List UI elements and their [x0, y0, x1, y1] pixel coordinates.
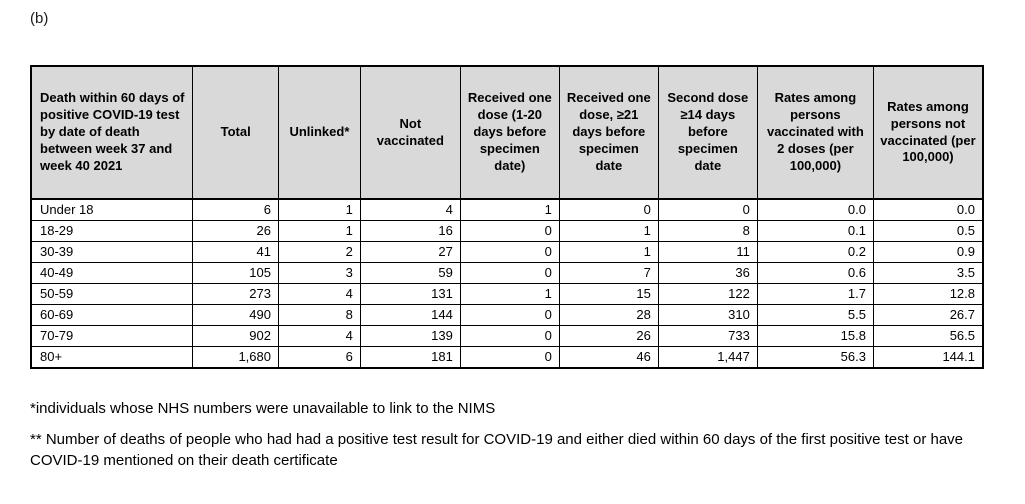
value-cell: 36: [657, 262, 758, 284]
value-cell: 0.9: [872, 241, 984, 263]
column-header-rowlabel: Death within 60 days of positive COVID-1…: [30, 65, 194, 200]
table-row: Under 18 6 1 4 1 0 0 0.0 0.0: [30, 198, 984, 221]
value-cell: 15.8: [756, 325, 874, 347]
age-group-cell: 60-69: [30, 304, 194, 326]
value-cell: 122: [657, 283, 758, 305]
value-cell: 12.8: [872, 283, 984, 305]
table-row: 80+ 1,680 6 181 0 46 1,447 56.3 144.1: [30, 346, 984, 369]
column-header: Total: [192, 65, 279, 200]
column-header: Received one dose (1-20 days before spec…: [459, 65, 560, 200]
footnotes: *individuals whose NHS numbers were unav…: [30, 398, 995, 481]
age-group-cell: 40-49: [30, 262, 194, 284]
footnote-unlinked: *individuals whose NHS numbers were unav…: [30, 400, 496, 417]
value-cell: 1: [459, 283, 560, 305]
value-cell: 1.7: [756, 283, 874, 305]
value-cell: 0: [558, 198, 659, 221]
value-cell: 26: [192, 220, 279, 242]
value-cell: 1: [558, 241, 659, 263]
value-cell: 26.7: [872, 304, 984, 326]
value-cell: 490: [192, 304, 279, 326]
value-cell: 0.0: [872, 198, 984, 221]
value-cell: 6: [278, 346, 361, 369]
value-cell: 139: [359, 325, 461, 347]
value-cell: 273: [192, 283, 279, 305]
value-cell: 1,447: [657, 346, 758, 369]
value-cell: 4: [359, 198, 461, 221]
value-cell: 0: [459, 325, 560, 347]
age-group-cell: 50-59: [30, 283, 194, 305]
value-cell: 56.5: [872, 325, 984, 347]
age-group-cell: 70-79: [30, 325, 194, 347]
column-header: Rates among persons vaccinated with 2 do…: [756, 65, 874, 200]
value-cell: 0.0: [756, 198, 874, 221]
column-header: Received one dose, ≥21 days before speci…: [558, 65, 659, 200]
value-cell: 1: [459, 198, 560, 221]
table-row: 18-29 26 1 16 0 1 8 0.1 0.5: [30, 220, 984, 242]
value-cell: 27: [359, 241, 461, 263]
value-cell: 41: [192, 241, 279, 263]
value-cell: 105: [192, 262, 279, 284]
value-cell: 0: [459, 241, 560, 263]
value-cell: 56.3: [756, 346, 874, 369]
table-header: Death within 60 days of positive COVID-1…: [30, 65, 984, 200]
column-header: Rates among persons not vaccinated (per …: [872, 65, 984, 200]
value-cell: 28: [558, 304, 659, 326]
column-header: Not vaccinated: [359, 65, 461, 200]
footnote-deaths-definition: ** Number of deaths of people who had ha…: [30, 431, 964, 469]
value-cell: 0.5: [872, 220, 984, 242]
table-row: 60-69 490 8 144 0 28 310 5.5 26.7: [30, 304, 984, 326]
value-cell: 7: [558, 262, 659, 284]
value-cell: 144: [359, 304, 461, 326]
value-cell: 0: [459, 220, 560, 242]
value-cell: 2: [278, 241, 361, 263]
table-row: 50-59 273 4 131 1 15 122 1.7 12.8: [30, 283, 984, 305]
value-cell: 181: [359, 346, 461, 369]
value-cell: 0.6: [756, 262, 874, 284]
value-cell: 1: [558, 220, 659, 242]
value-cell: 8: [278, 304, 361, 326]
value-cell: 0.2: [756, 241, 874, 263]
deaths-table: Death within 60 days of positive COVID-1…: [30, 65, 984, 369]
value-cell: 310: [657, 304, 758, 326]
value-cell: 3: [278, 262, 361, 284]
value-cell: 4: [278, 283, 361, 305]
value-cell: 3.5: [872, 262, 984, 284]
table-body: Under 18 6 1 4 1 0 0 0.0 0.0 18-29 26 1 16 0 1 8 0.1 0.5 3…: [30, 198, 984, 369]
value-cell: 131: [359, 283, 461, 305]
value-cell: 0.1: [756, 220, 874, 242]
value-cell: 0: [459, 262, 560, 284]
value-cell: 8: [657, 220, 758, 242]
value-cell: 4: [278, 325, 361, 347]
table-row: 70-79 902 4 139 0 26 733 15.8 56.5: [30, 325, 984, 347]
value-cell: 0: [657, 198, 758, 221]
value-cell: 59: [359, 262, 461, 284]
value-cell: 15: [558, 283, 659, 305]
table-row: 40-49 105 3 59 0 7 36 0.6 3.5: [30, 262, 984, 284]
table-header-row: Death within 60 days of positive COVID-1…: [30, 65, 984, 200]
age-group-cell: 80+: [30, 346, 194, 369]
table-row: 30-39 41 2 27 0 1 11 0.2 0.9: [30, 241, 984, 263]
column-header: Unlinked*: [278, 65, 361, 200]
value-cell: 26: [558, 325, 659, 347]
value-cell: 144.1: [872, 346, 984, 369]
value-cell: 1: [278, 198, 361, 221]
value-cell: 1,680: [192, 346, 279, 369]
value-cell: 0: [459, 304, 560, 326]
value-cell: 733: [657, 325, 758, 347]
age-group-cell: Under 18: [30, 198, 194, 221]
value-cell: 16: [359, 220, 461, 242]
age-group-cell: 18-29: [30, 220, 194, 242]
value-cell: 6: [192, 198, 279, 221]
value-cell: 1: [278, 220, 361, 242]
panel-label: (b): [30, 10, 49, 27]
value-cell: 0: [459, 346, 560, 369]
age-group-cell: 30-39: [30, 241, 194, 263]
value-cell: 46: [558, 346, 659, 369]
value-cell: 11: [657, 241, 758, 263]
value-cell: 5.5: [756, 304, 874, 326]
value-cell: 902: [192, 325, 279, 347]
column-header: Second dose ≥14 days before specimen dat…: [657, 65, 758, 200]
